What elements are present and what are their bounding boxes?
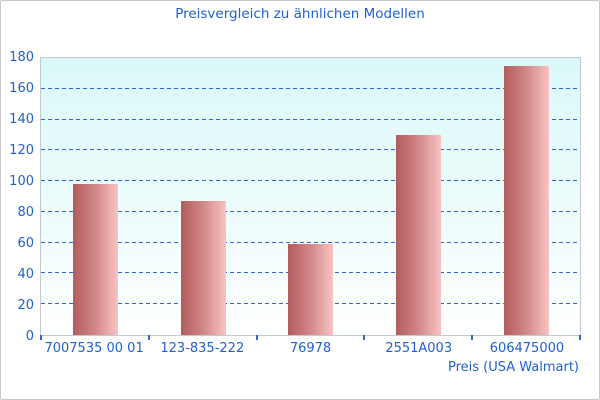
x-axis-title: Preis (USA Walmart) <box>447 360 579 375</box>
y-axis: 0 20 40 60 80 100 120 140 160 180 <box>1 51 34 343</box>
x-axis-tick <box>255 335 258 340</box>
x-axis-label: 606475000 <box>489 341 565 356</box>
y-axis-label: 120 <box>9 143 34 158</box>
x-axis-tick <box>471 335 474 340</box>
x-axis-label: 7007535 00 01 <box>44 341 144 356</box>
y-axis-label: 40 <box>17 267 34 282</box>
y-axis-label: 100 <box>9 174 34 189</box>
gridline <box>41 241 580 243</box>
bar-123-835-222 <box>180 201 226 335</box>
bar-slot <box>472 58 580 335</box>
x-axis-labels: 7007535 00 01 123-835-222 76978 2551A003 606… <box>40 341 581 356</box>
bar-7007535 00 01 <box>72 184 118 335</box>
x-axis-tick <box>363 335 366 340</box>
x-axis-ticks <box>40 335 581 341</box>
x-axis-label: 76978 <box>289 341 332 356</box>
plot-area <box>40 57 581 336</box>
y-axis-label: 20 <box>17 298 34 313</box>
y-axis-label: 160 <box>9 81 34 96</box>
gridline <box>41 180 580 182</box>
x-axis-label: 2551A003 <box>385 341 453 356</box>
bar-slot <box>41 58 149 335</box>
y-axis-label: 60 <box>17 236 34 251</box>
gridline <box>41 118 580 120</box>
bar-606475000 <box>504 65 550 335</box>
bar-slot <box>149 58 257 335</box>
x-axis-label: 123-835-222 <box>160 341 245 356</box>
y-axis-label: 0 <box>25 329 34 344</box>
chart-title: Preisvergleich zu ähnlichen Modellen <box>175 6 425 22</box>
bar-slot <box>364 58 472 335</box>
bar-2551A003 <box>396 134 442 335</box>
y-axis-label: 180 <box>9 50 34 65</box>
gridline <box>41 87 580 89</box>
bar-slot <box>257 58 365 335</box>
gridline <box>41 210 580 212</box>
x-axis-tick <box>147 335 150 340</box>
x-axis-tick <box>579 335 581 340</box>
bar-76978 <box>288 244 334 335</box>
y-axis-label: 140 <box>9 112 34 127</box>
y-axis-label: 80 <box>17 205 34 220</box>
bars-container <box>41 58 580 335</box>
gridline <box>41 149 580 151</box>
x-axis-tick <box>40 335 42 340</box>
